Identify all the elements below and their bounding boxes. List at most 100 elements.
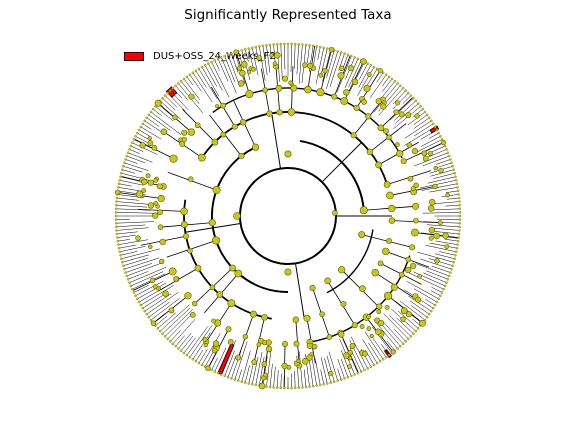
leaf-node [457, 236, 460, 239]
branch [414, 123, 434, 137]
clade-arc [211, 147, 289, 293]
branch [326, 50, 335, 78]
leaf-node [336, 379, 339, 382]
leaf-node [129, 284, 133, 288]
leaf-node [452, 261, 455, 264]
taxon-node [188, 93, 195, 100]
branch [160, 304, 190, 332]
branch [129, 149, 140, 154]
leaf-node [124, 271, 127, 274]
leaf-node [384, 73, 388, 77]
leaf-node [132, 291, 136, 294]
branch [413, 271, 446, 287]
branch [119, 179, 144, 186]
leaf-node [435, 128, 439, 132]
taxon-node [263, 372, 268, 378]
leaf-node [384, 355, 388, 359]
branch [430, 169, 454, 177]
taxon-node [405, 256, 412, 263]
taxon-node [281, 362, 288, 370]
leaf-node [210, 60, 213, 64]
branch [445, 190, 459, 193]
leaf-node [318, 45, 322, 49]
taxon-node [212, 340, 220, 347]
branch [422, 212, 460, 214]
branch [127, 152, 153, 163]
branch [122, 169, 135, 174]
branch [172, 88, 183, 99]
branch [135, 281, 164, 296]
leaf-node [439, 135, 442, 138]
branch [217, 363, 223, 374]
branch [387, 341, 396, 351]
branch [120, 251, 138, 256]
branch [129, 266, 167, 283]
leaf-node [446, 151, 450, 154]
leaf-node [375, 67, 379, 71]
leaf-node [216, 371, 220, 375]
branch [435, 240, 458, 245]
leaf-node [366, 62, 369, 65]
leaf-node [230, 377, 233, 380]
taxon-node [172, 114, 178, 121]
branch [142, 123, 152, 130]
taxon-node [398, 271, 405, 278]
branch [186, 76, 194, 86]
leaf-node [115, 203, 118, 207]
branch [118, 187, 142, 192]
taxon-node [290, 84, 298, 92]
taxon-node [262, 340, 268, 346]
taxon-node [251, 143, 260, 151]
taxon-node [407, 175, 414, 182]
leaf-node [182, 77, 186, 81]
taxon-node [413, 182, 419, 188]
leaf-node [279, 386, 283, 390]
branch [217, 58, 229, 82]
branch [358, 65, 372, 88]
taxon-node [231, 123, 238, 130]
branch [266, 347, 272, 387]
taxon-node [432, 183, 438, 189]
leaf-node [458, 214, 462, 218]
leaf-node [350, 374, 353, 378]
leaf-node [456, 189, 460, 193]
branch [195, 70, 207, 88]
branch [378, 88, 404, 116]
cladogram-nodes [114, 42, 462, 390]
leaf-node [139, 303, 143, 307]
taxon-node [162, 290, 169, 297]
branch [204, 65, 218, 87]
taxon-node [261, 314, 268, 321]
leaf-node [134, 135, 137, 138]
leaf-node [425, 315, 429, 319]
leaf-node [125, 154, 129, 158]
branch [337, 358, 345, 379]
branch [280, 44, 283, 80]
taxon-node [328, 370, 334, 377]
branch [269, 363, 273, 388]
taxon-node [282, 340, 289, 347]
leaf-node [247, 47, 250, 50]
taxon-node [365, 113, 372, 120]
branch [162, 307, 191, 334]
branch [383, 313, 409, 340]
branch [342, 338, 359, 374]
branch [180, 81, 200, 105]
taxon-node [150, 320, 157, 326]
branch [413, 117, 430, 129]
taxon-node [338, 331, 345, 338]
branch [255, 351, 263, 386]
leaf-node [185, 353, 189, 357]
taxon-node [350, 132, 357, 139]
taxon-node [360, 58, 367, 65]
branch [125, 263, 152, 273]
leaf-node [449, 158, 452, 161]
leaf-node [346, 53, 350, 57]
leaf-node [200, 65, 204, 69]
leaf-node [451, 165, 454, 168]
leaf-node [122, 264, 125, 267]
taxon-node [258, 382, 266, 390]
branch [124, 162, 149, 171]
branch [362, 339, 378, 364]
leaf-node [243, 48, 247, 51]
